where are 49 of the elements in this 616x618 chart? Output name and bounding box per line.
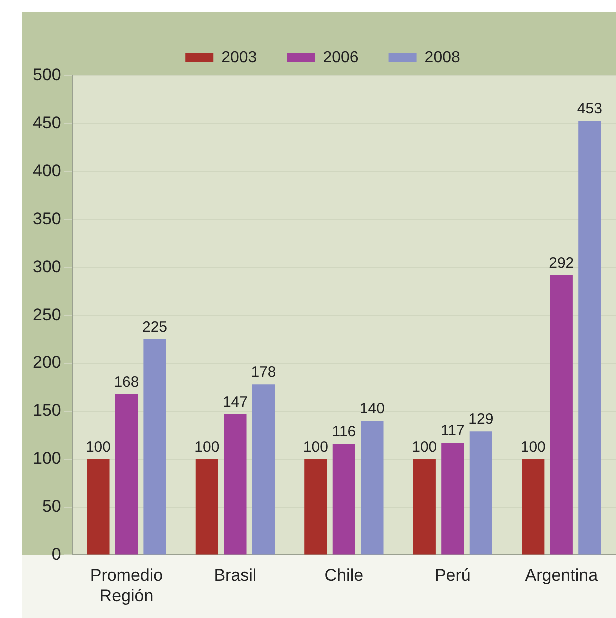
y-tick-label: 150	[32, 401, 62, 420]
data-label: 100	[194, 439, 220, 456]
data-label: 129	[468, 411, 494, 428]
bar	[87, 459, 110, 555]
bar	[522, 459, 545, 555]
bar	[332, 444, 356, 555]
bar	[115, 394, 138, 555]
x-tick-label: Brasil	[214, 566, 257, 586]
bar	[442, 443, 464, 555]
bar	[304, 459, 328, 555]
bar	[252, 384, 276, 555]
y-tick-label: 50	[42, 496, 62, 516]
data-label: 100	[412, 439, 438, 456]
bar	[578, 121, 602, 555]
data-label: 178	[251, 364, 276, 382]
data-label: 117	[440, 422, 465, 440]
y-tick-label: 100	[32, 449, 62, 468]
x-tick-label: Chile	[324, 566, 364, 586]
y-tick-label: 200	[32, 353, 62, 372]
bar	[224, 414, 247, 555]
legend-label: 2008	[424, 49, 460, 66]
bar	[470, 432, 492, 555]
data-label: 100	[520, 439, 546, 456]
x-tick-label: Perú	[434, 566, 471, 586]
bar	[361, 421, 384, 555]
bar	[413, 459, 436, 555]
bar	[550, 275, 573, 555]
bar	[144, 340, 166, 555]
x-tick-label: Argentina	[525, 566, 599, 586]
y-tick-label: 250	[32, 305, 62, 324]
data-label: 100	[86, 439, 111, 456]
data-label: 225	[142, 319, 168, 336]
legend-label: 2003	[222, 49, 258, 66]
data-label: 147	[222, 394, 248, 411]
y-tick-label: 400	[32, 162, 62, 181]
y-tick-label: 500	[32, 66, 62, 85]
data-label: 168	[114, 374, 140, 391]
data-label: 116	[332, 424, 356, 441]
y-tick-label: 0	[52, 544, 62, 564]
data-label: 140	[360, 400, 385, 418]
data-label: 100	[303, 439, 328, 456]
x-tick-label: Promedio Región	[90, 566, 164, 606]
y-tick-label: 350	[32, 209, 62, 228]
legend-label: 2006	[323, 49, 359, 66]
data-label: 292	[549, 254, 574, 272]
bar	[196, 459, 218, 555]
y-tick-label: 300	[32, 257, 62, 276]
y-tick-label: 450	[32, 114, 62, 133]
data-label: 453	[577, 100, 602, 118]
